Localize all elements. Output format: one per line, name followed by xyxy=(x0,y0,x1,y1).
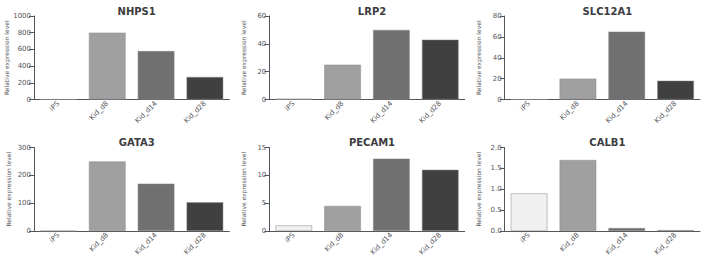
svg-text:SLC12A1: SLC12A1 xyxy=(583,6,633,17)
svg-text:200: 200 xyxy=(18,79,31,87)
svg-text:40: 40 xyxy=(493,54,502,62)
svg-text:PECAM1: PECAM1 xyxy=(349,137,395,148)
svg-text:Kid_d28: Kid_d28 xyxy=(653,100,678,125)
svg-text:iPS: iPS xyxy=(283,231,297,245)
svg-text:Kid_d8: Kid_d8 xyxy=(323,100,345,122)
svg-text:0.5: 0.5 xyxy=(491,206,502,214)
svg-text:Kid_d28: Kid_d28 xyxy=(182,100,207,125)
svg-text:5: 5 xyxy=(262,199,266,207)
svg-text:Kid_d14: Kid_d14 xyxy=(604,99,630,125)
svg-text:100: 100 xyxy=(18,199,31,207)
svg-text:0: 0 xyxy=(262,227,266,235)
svg-text:iPS: iPS xyxy=(519,99,533,113)
svg-text:Relative expression level: Relative expression level xyxy=(475,20,483,95)
svg-text:Kid_d28: Kid_d28 xyxy=(418,231,443,256)
svg-text:60: 60 xyxy=(257,12,266,20)
svg-text:80: 80 xyxy=(493,12,502,20)
svg-text:20: 20 xyxy=(493,75,502,83)
svg-text:Relative expression level: Relative expression level xyxy=(5,152,13,227)
svg-text:CALB1: CALB1 xyxy=(589,137,625,148)
svg-text:Kid_d14: Kid_d14 xyxy=(369,99,395,125)
svg-text:0: 0 xyxy=(497,96,501,104)
svg-text:iPS: iPS xyxy=(48,99,62,113)
svg-text:800: 800 xyxy=(18,29,31,37)
svg-text:10: 10 xyxy=(257,171,266,179)
svg-text:Relative expression level: Relative expression level xyxy=(240,152,248,227)
svg-text:iPS: iPS xyxy=(283,99,297,113)
svg-text:1.0: 1.0 xyxy=(491,185,502,193)
svg-text:Kid_d14: Kid_d14 xyxy=(134,231,160,257)
svg-text:GATA3: GATA3 xyxy=(119,137,155,148)
svg-text:40: 40 xyxy=(257,40,266,48)
svg-text:Kid_d8: Kid_d8 xyxy=(88,100,110,122)
svg-text:0.0: 0.0 xyxy=(491,227,502,235)
svg-text:Kid_d8: Kid_d8 xyxy=(559,100,581,122)
svg-text:400: 400 xyxy=(18,62,31,70)
svg-text:0: 0 xyxy=(27,96,31,104)
svg-text:Kid_d14: Kid_d14 xyxy=(134,99,160,125)
svg-text:300: 300 xyxy=(18,144,31,152)
svg-text:15: 15 xyxy=(257,144,266,152)
svg-text:Kid_d28: Kid_d28 xyxy=(653,231,678,256)
svg-text:Kid_d28: Kid_d28 xyxy=(182,231,207,256)
svg-text:NHPS1: NHPS1 xyxy=(118,6,156,17)
svg-text:1000: 1000 xyxy=(13,12,31,20)
svg-text:iPS: iPS xyxy=(48,231,62,245)
svg-text:LRP2: LRP2 xyxy=(358,6,386,17)
svg-text:Kid_d14: Kid_d14 xyxy=(369,231,395,257)
svg-text:Kid_d8: Kid_d8 xyxy=(559,231,581,253)
svg-text:60: 60 xyxy=(493,33,502,41)
svg-text:Relative expression level: Relative expression level xyxy=(3,20,11,95)
svg-text:iPS: iPS xyxy=(519,231,533,245)
svg-text:20: 20 xyxy=(257,68,266,76)
svg-text:1.5: 1.5 xyxy=(491,164,502,172)
svg-text:200: 200 xyxy=(18,171,31,179)
svg-text:Kid_d8: Kid_d8 xyxy=(323,231,345,253)
svg-text:600: 600 xyxy=(18,45,31,53)
svg-text:0: 0 xyxy=(262,96,266,104)
svg-text:0: 0 xyxy=(27,227,31,235)
svg-text:Relative expression level: Relative expression level xyxy=(475,152,483,227)
svg-text:Kid_d14: Kid_d14 xyxy=(604,231,630,257)
svg-text:Relative expression level: Relative expression level xyxy=(240,20,248,95)
svg-text:Kid_d28: Kid_d28 xyxy=(418,100,443,125)
svg-text:Kid_d8: Kid_d8 xyxy=(88,231,110,253)
svg-text:2.0: 2.0 xyxy=(491,144,502,152)
